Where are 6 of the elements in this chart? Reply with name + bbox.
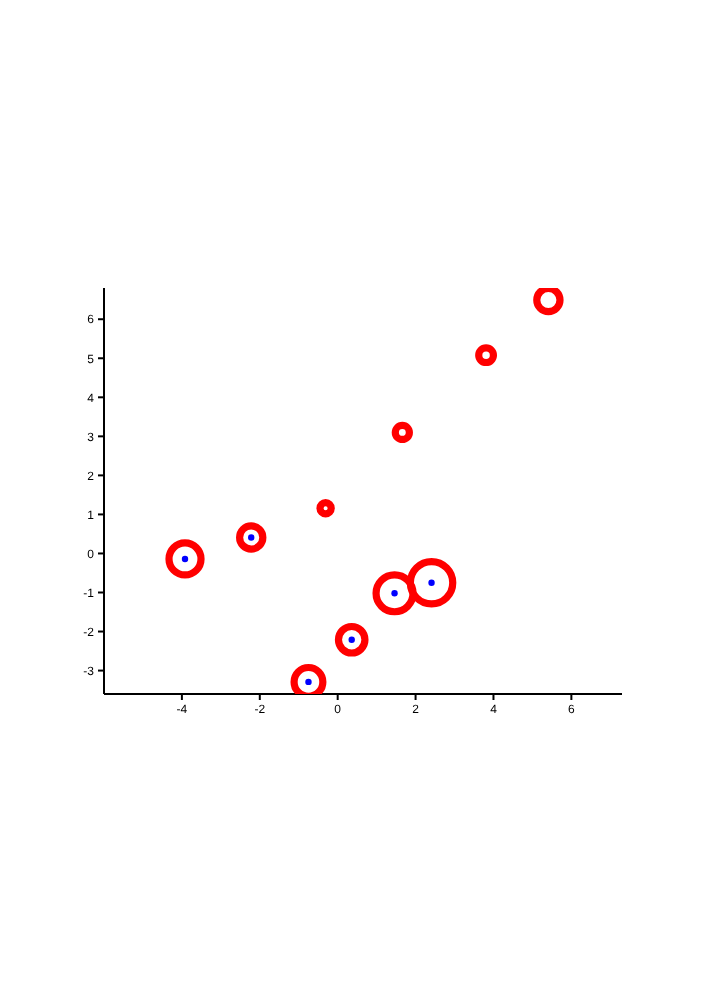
point — [391, 590, 398, 597]
point — [428, 579, 435, 586]
point — [181, 555, 189, 563]
point — [305, 678, 312, 686]
point — [348, 636, 355, 643]
point — [248, 534, 255, 541]
